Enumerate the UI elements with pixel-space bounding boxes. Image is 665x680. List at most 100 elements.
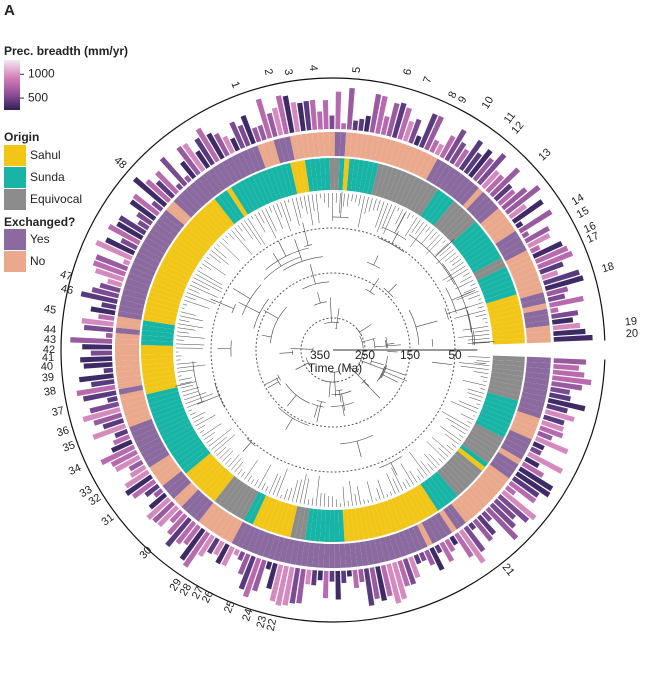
origin-cell bbox=[446, 214, 473, 240]
exchanged-cell bbox=[273, 138, 285, 164]
exchanged-cell bbox=[159, 466, 182, 486]
origin-cell bbox=[342, 509, 350, 542]
exchanged-cell bbox=[131, 423, 156, 438]
origin-cell bbox=[189, 456, 217, 481]
legend-label: Equivocal bbox=[30, 192, 82, 206]
exchanged-cell bbox=[252, 530, 266, 555]
branch bbox=[377, 479, 385, 499]
branch bbox=[439, 246, 452, 257]
branch bbox=[178, 375, 182, 377]
breadth-bar bbox=[408, 118, 422, 144]
exchanged-cell bbox=[389, 534, 402, 559]
breadth-bar bbox=[114, 428, 129, 439]
breadth-bar bbox=[418, 551, 427, 562]
origin-cell bbox=[379, 166, 394, 199]
breadth-bar bbox=[317, 111, 323, 130]
exchanged-cell bbox=[115, 338, 140, 345]
exchanged-cell bbox=[447, 173, 466, 197]
origin-cell bbox=[491, 328, 525, 337]
clade-label: 8 bbox=[446, 90, 459, 101]
origin-cell bbox=[161, 259, 192, 279]
breadth-bar bbox=[413, 554, 422, 565]
exchanged-cell bbox=[492, 226, 516, 244]
origin-cell bbox=[482, 404, 514, 420]
exchanged-cell bbox=[123, 404, 149, 417]
exchanged-cell bbox=[523, 381, 549, 392]
branch bbox=[467, 421, 472, 424]
exchanged-cell bbox=[438, 509, 457, 533]
breadth-bar bbox=[508, 203, 527, 220]
origin-cell bbox=[239, 180, 259, 211]
exchanged-cell bbox=[515, 276, 540, 290]
exchanged-cell bbox=[407, 526, 423, 552]
breadth-bar bbox=[112, 434, 131, 446]
breadth-bar bbox=[94, 267, 125, 282]
origin-cell bbox=[427, 476, 451, 506]
origin-cell bbox=[222, 480, 245, 510]
origin-cell bbox=[371, 163, 384, 196]
breadth-bar bbox=[194, 137, 215, 166]
branch bbox=[177, 331, 189, 334]
breadth-bar bbox=[391, 102, 407, 139]
exchanged-cell bbox=[451, 177, 471, 200]
colorbar bbox=[4, 60, 20, 110]
branch bbox=[467, 392, 483, 398]
origin-cell bbox=[416, 484, 438, 514]
legend-swatch bbox=[4, 189, 26, 210]
breadth-bar bbox=[80, 291, 118, 304]
origin-cell bbox=[166, 250, 197, 271]
breadth-bar bbox=[213, 540, 225, 556]
origin-cell bbox=[319, 509, 327, 542]
origin-cell bbox=[248, 175, 267, 207]
breadth-bar bbox=[481, 169, 500, 190]
breadth-bar bbox=[547, 397, 586, 412]
breadth-bar bbox=[179, 527, 206, 561]
branch bbox=[238, 298, 269, 329]
origin-cell bbox=[363, 506, 375, 539]
exchanged-cell bbox=[520, 396, 545, 408]
branch bbox=[427, 463, 434, 471]
origin-cell bbox=[206, 201, 232, 230]
exchanged-cell bbox=[268, 535, 281, 560]
exchanged-cell bbox=[312, 543, 320, 568]
breadth-bar bbox=[148, 492, 168, 510]
exchanged-cell bbox=[451, 500, 471, 523]
origin-cell bbox=[290, 505, 302, 539]
clade-label: 40 bbox=[41, 361, 54, 374]
exchanged-cell bbox=[525, 366, 551, 375]
origin-cell bbox=[398, 494, 417, 526]
branch bbox=[191, 281, 210, 291]
exchanged-cell bbox=[118, 305, 144, 316]
breadth-bar bbox=[80, 356, 113, 363]
exchanged-cell bbox=[525, 319, 550, 329]
origin-cell bbox=[475, 262, 506, 281]
exchanged-cell bbox=[116, 370, 141, 379]
breadth-bar bbox=[311, 570, 318, 586]
branch bbox=[176, 335, 205, 339]
breadth-bar bbox=[322, 570, 329, 599]
branch bbox=[343, 193, 345, 207]
exchanged-cell bbox=[511, 420, 537, 435]
origin-cell bbox=[383, 500, 398, 533]
branch bbox=[285, 383, 310, 407]
origin-cell bbox=[155, 272, 187, 290]
branch bbox=[193, 416, 205, 423]
breadth-bar bbox=[82, 390, 117, 402]
origin-cell bbox=[248, 493, 267, 525]
breadth-bar bbox=[402, 120, 415, 142]
origin-cell bbox=[304, 508, 314, 541]
phylogeny: 350 250 150 50 Time (Ma) bbox=[175, 191, 495, 507]
branch bbox=[188, 409, 193, 412]
exchanged-cell bbox=[231, 521, 248, 546]
breadth-bar bbox=[132, 176, 168, 208]
origin-cell bbox=[226, 187, 248, 217]
breadth-bar bbox=[124, 469, 150, 489]
exchanged-cell bbox=[334, 132, 341, 157]
origin-cell bbox=[466, 434, 497, 456]
breadth-bar bbox=[165, 517, 192, 548]
exchanged-cell bbox=[226, 519, 243, 544]
breadth-bar bbox=[92, 260, 127, 277]
exchanged-cell bbox=[434, 512, 453, 536]
branch bbox=[208, 428, 232, 447]
branch bbox=[450, 262, 464, 272]
